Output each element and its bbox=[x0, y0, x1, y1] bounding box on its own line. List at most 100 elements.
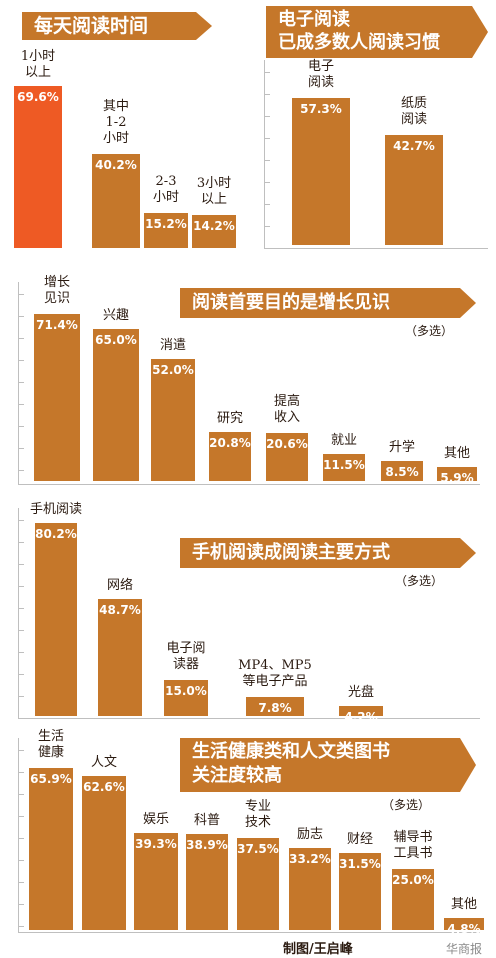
chart5-note: （多选） bbox=[382, 798, 431, 812]
chart3-bar bbox=[34, 314, 80, 481]
chart4-category-label: 网络 bbox=[106, 578, 133, 593]
chart2-tick bbox=[265, 94, 270, 95]
chart2-bar bbox=[385, 135, 443, 245]
chart4-tick bbox=[19, 674, 24, 675]
chart5-value-label: 4.8% bbox=[447, 922, 481, 936]
chart5-bar bbox=[237, 838, 279, 930]
chart5-value-label: 65.9% bbox=[30, 772, 72, 786]
chart3-note: （多选） bbox=[405, 324, 454, 338]
chart1-value-label: 69.6% bbox=[17, 90, 59, 104]
chart3-y-axis bbox=[18, 282, 19, 484]
chart5-bar bbox=[134, 833, 178, 930]
chart3-category-label: 研究 bbox=[216, 411, 243, 426]
chart5-tick bbox=[19, 882, 24, 883]
chart2-baseline bbox=[264, 248, 488, 249]
chart4-category-label: 光盘 bbox=[347, 685, 374, 700]
chart3-category-label: 兴趣 bbox=[102, 308, 129, 323]
chart3-tick bbox=[19, 338, 24, 339]
chart3-tick bbox=[19, 426, 24, 427]
chart1-category-label: 2-3 小时 bbox=[152, 174, 179, 205]
chart5-tick bbox=[19, 772, 24, 773]
chart4-title: 手机阅读成阅读主要方式 bbox=[180, 538, 476, 568]
chart5-tick bbox=[19, 904, 24, 905]
chart2-tick bbox=[265, 72, 270, 73]
chart5-category-label: 其他 bbox=[450, 897, 477, 912]
chart4-baseline bbox=[18, 718, 480, 719]
chart3-baseline bbox=[18, 484, 480, 485]
chart3-value-label: 52.0% bbox=[152, 363, 194, 377]
chart3-tick bbox=[19, 360, 24, 361]
chart2-tick bbox=[265, 160, 270, 161]
chart4-bar bbox=[246, 697, 304, 716]
chart5-tick bbox=[19, 926, 24, 927]
chart5-category-label: 人文 bbox=[90, 755, 117, 770]
chart1-bar bbox=[192, 215, 236, 248]
chart4-category-label: 手机阅读 bbox=[29, 502, 82, 517]
chart2-category-label: 纸质 阅读 bbox=[400, 96, 427, 127]
chart3-tick bbox=[19, 448, 24, 449]
chart3-value-label: 5.9% bbox=[440, 471, 474, 485]
chart3-tick bbox=[19, 382, 24, 383]
chart4-value-label: 48.7% bbox=[99, 603, 141, 617]
chart4-tick bbox=[19, 652, 24, 653]
chart5-title: 生活健康类和人文类图书 关注度较高 bbox=[180, 738, 476, 792]
chart1-value-label: 40.2% bbox=[95, 158, 137, 172]
chart5-bar bbox=[392, 869, 434, 930]
chart3-category-label: 就业 bbox=[330, 433, 357, 448]
chart5-tick bbox=[19, 750, 24, 751]
chart3-bar bbox=[323, 454, 365, 481]
chart1-bar bbox=[92, 154, 140, 248]
chart5-category-label: 生活 健康 bbox=[37, 729, 64, 760]
chart3-bar bbox=[437, 467, 477, 481]
chart4-category-label: 电子阅 读器 bbox=[166, 641, 206, 672]
chart1-value-label: 15.2% bbox=[145, 217, 187, 231]
chart3-bar bbox=[209, 432, 251, 481]
chart4-tick bbox=[19, 542, 24, 543]
chart5-value-label: 38.9% bbox=[186, 838, 228, 852]
chart5-value-label: 62.6% bbox=[83, 780, 125, 794]
chart1-category-label: 1小时 以上 bbox=[20, 49, 56, 80]
chart1-category-label: 其中 1-2 小时 bbox=[102, 99, 129, 146]
chart5-y-axis bbox=[18, 738, 19, 932]
chart3-bar bbox=[381, 461, 423, 481]
chart4-value-label: 7.8% bbox=[258, 701, 292, 715]
chart2-tick bbox=[265, 204, 270, 205]
chart5-bar bbox=[82, 776, 126, 930]
chart2-value-label: 57.3% bbox=[300, 102, 342, 116]
chart2-tick bbox=[265, 182, 270, 183]
chart3-value-label: 20.6% bbox=[266, 437, 308, 451]
chart4-tick bbox=[19, 696, 24, 697]
chart2-tick bbox=[265, 138, 270, 139]
chart4-y-axis bbox=[18, 508, 19, 718]
chart5-category-label: 励志 bbox=[296, 827, 323, 842]
chart4-tick bbox=[19, 630, 24, 631]
chart2-category-label: 电子 阅读 bbox=[307, 59, 334, 90]
chart4-category-label: MP4、MP5 等电子产品 bbox=[238, 658, 312, 689]
chart3-bar bbox=[93, 329, 139, 481]
chart5-category-label: 娱乐 bbox=[142, 812, 169, 827]
chart4-tick bbox=[19, 608, 24, 609]
chart5-baseline bbox=[18, 932, 480, 933]
chart1-bar bbox=[144, 213, 188, 248]
chart1-bar bbox=[14, 86, 62, 248]
chart4-bar bbox=[98, 599, 142, 716]
chart5-bar bbox=[444, 918, 484, 930]
chart3-tick bbox=[19, 404, 24, 405]
chart5-value-label: 37.5% bbox=[237, 842, 279, 856]
chart2-y-axis bbox=[264, 60, 265, 248]
watermark: 华商报 bbox=[446, 942, 483, 956]
chart5-category-label: 科普 bbox=[193, 813, 220, 828]
chart2-bar bbox=[292, 98, 350, 245]
chart5-tick bbox=[19, 860, 24, 861]
chart5-tick bbox=[19, 794, 24, 795]
chart3-tick bbox=[19, 316, 24, 317]
chart4-value-label: 80.2% bbox=[35, 527, 77, 541]
chart3-value-label: 8.5% bbox=[385, 465, 419, 479]
chart2-tick bbox=[265, 226, 270, 227]
chart4-bar bbox=[339, 706, 383, 716]
chart4-tick bbox=[19, 520, 24, 521]
chart5-tick bbox=[19, 838, 24, 839]
chart1-value-label: 14.2% bbox=[193, 219, 235, 233]
chart2-title: 电子阅读 已成多数人阅读习惯 bbox=[266, 6, 488, 58]
